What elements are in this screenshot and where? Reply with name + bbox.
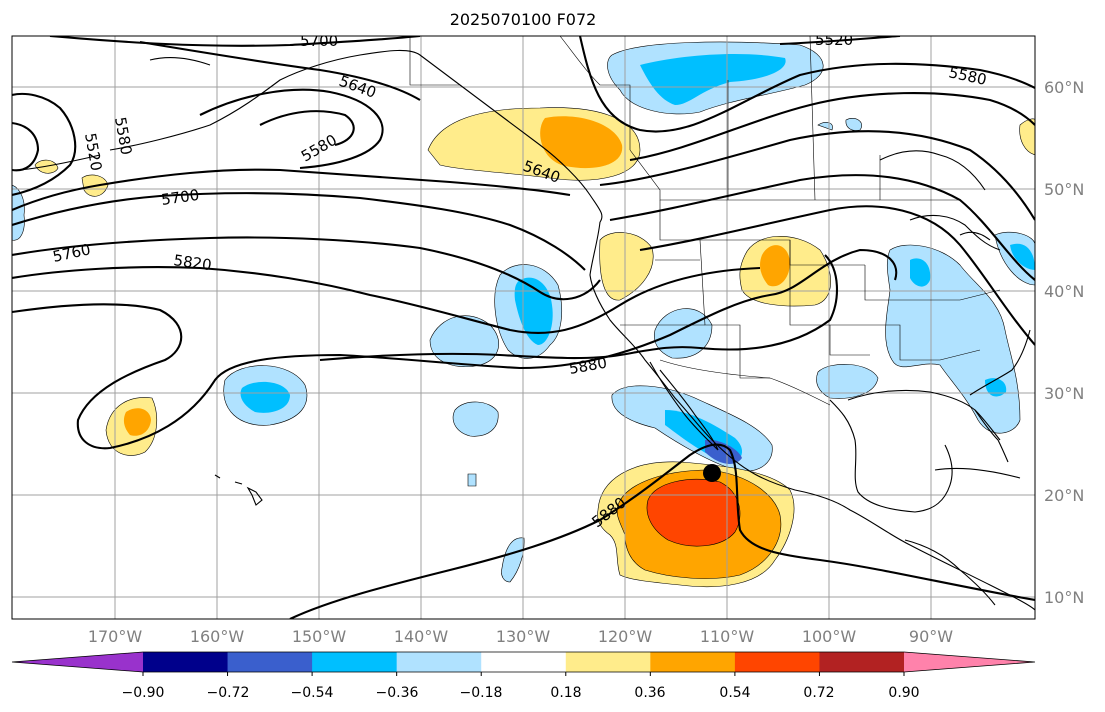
colorbar-segment	[650, 652, 736, 672]
colorbar-tick-label: −0.54	[291, 685, 334, 701]
colorbar-tick-label: −0.36	[376, 685, 419, 701]
colorbar-segment	[565, 652, 651, 672]
contour-5760-tr	[609, 174, 1035, 281]
colorbar-segment	[396, 652, 482, 672]
contour-5880-b	[289, 443, 1035, 619]
lon-label: 150°W	[292, 627, 347, 646]
contour-5520-left	[12, 121, 40, 172]
contour-5700-tr	[599, 130, 1035, 221]
contour-label: 5820	[172, 251, 212, 274]
shade-small-neg	[467, 473, 477, 487]
lat-label: 50°N	[1044, 180, 1084, 199]
map-frame	[11, 35, 1036, 620]
contour-5820-tr	[639, 205, 1035, 346]
colorbar-tick-label: 0.54	[719, 685, 750, 701]
shade-gulf-alaska-orange	[540, 116, 623, 169]
colorbar-segment	[227, 652, 313, 672]
shade-texas-neg	[816, 363, 879, 399]
longitude-labels: 170°W 160°W 150°W 140°W 130°W 120°W 110°…	[88, 627, 953, 646]
shade-rockies-orange	[760, 245, 790, 287]
contour-5580-left	[12, 92, 77, 197]
anomaly-shading	[12, 41, 1035, 587]
colorbar-segment	[819, 652, 905, 672]
height-contours	[12, 36, 1035, 619]
lon-label: 140°W	[394, 627, 449, 646]
contour-5640-main	[12, 168, 571, 211]
lon-label: 160°W	[190, 627, 245, 646]
shade-canada-cyan	[640, 54, 786, 105]
contour-label: 5700	[300, 32, 338, 50]
map-panel: 5700 5640 5520 5580 5580 5520 5580 5640 …	[12, 31, 1035, 619]
contour-5640-mid	[259, 110, 355, 147]
colorbar-tick-labels: −0.90 −0.72 −0.54 −0.36 −0.18 0.18 0.36 …	[122, 685, 920, 701]
shade-alaska-neg2	[845, 118, 862, 131]
shade-epac-red	[646, 479, 741, 547]
shade-left-neg	[12, 184, 25, 241]
lat-label: 30°N	[1044, 384, 1084, 403]
colorbar	[11, 651, 1036, 676]
colorbar-tick-label: 0.36	[634, 685, 665, 701]
contour-5580-mid	[199, 88, 384, 170]
colorbar-tick-label: −0.18	[460, 685, 503, 701]
political-borders	[409, 36, 1001, 406]
colorbar-extend-min	[12, 652, 143, 672]
shade-pac-neg3	[452, 401, 499, 437]
shade-east-cyan	[910, 258, 931, 287]
colorbar-segment	[734, 652, 820, 672]
lon-label: 100°W	[802, 627, 857, 646]
contour-5700-main	[12, 192, 586, 271]
colorbar-tick-label: 0.18	[550, 685, 581, 701]
contour-label: 5520	[815, 31, 853, 49]
lon-label: 130°W	[496, 627, 551, 646]
lon-label: 90°W	[909, 627, 953, 646]
contour-5820-mid	[12, 248, 898, 450]
colorbar-tick-label: −0.90	[122, 685, 165, 701]
colorbar-extend-max	[904, 652, 1035, 672]
colorbar-tick-label: −0.72	[207, 685, 250, 701]
contour-5700-top	[49, 36, 421, 47]
shade-sub-pos-orange	[123, 408, 151, 436]
contour-5640-top	[139, 40, 421, 101]
contour-5580-tr	[578, 36, 1035, 133]
contour-5640-tr	[629, 91, 1035, 162]
lat-label: 40°N	[1044, 282, 1084, 301]
lon-label: 120°W	[598, 627, 653, 646]
shade-right-pos	[1019, 118, 1035, 156]
coastlines	[19, 49, 1035, 611]
contour-label: 5700	[160, 186, 200, 209]
colorbar-segment	[143, 652, 229, 672]
graticule	[12, 36, 1035, 619]
contour-5520-tr	[779, 36, 901, 46]
lon-label: 110°W	[700, 627, 755, 646]
lon-label: 170°W	[88, 627, 143, 646]
contour-5820-main	[12, 266, 761, 335]
shade-small-neg2	[501, 537, 525, 583]
storm-center-marker	[703, 464, 721, 482]
colorbar-tick-label: 0.90	[888, 685, 919, 701]
lat-label: 60°N	[1044, 78, 1084, 97]
shade-pac-neg2-cyan	[240, 381, 290, 413]
contour-5760-main	[12, 236, 601, 301]
lat-label: 20°N	[1044, 486, 1084, 505]
colorbar-segment	[481, 652, 567, 672]
lat-label: 10°N	[1044, 588, 1084, 607]
colorbar-tick-label: 0.72	[803, 685, 834, 701]
latitude-labels: 60°N 50°N 40°N 30°N 20°N 10°N	[1044, 78, 1084, 607]
colorbar-segment	[312, 652, 398, 672]
map-title: 2025070100 F072	[449, 10, 597, 29]
shade-ne-cyan	[1010, 243, 1035, 270]
contour-5880-a	[319, 254, 839, 362]
